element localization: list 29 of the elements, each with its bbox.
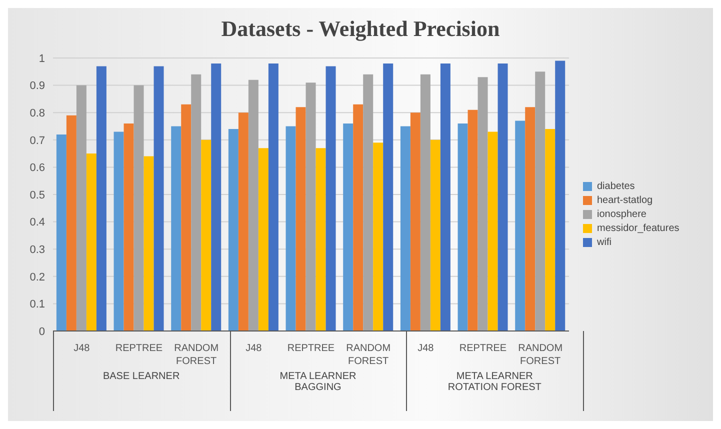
y-tick-label: 0.3 xyxy=(30,244,45,256)
text: META LEARNER BAGGING xyxy=(278,371,358,393)
x-tick-label: J48 xyxy=(246,343,262,354)
y-tick-label: 1 xyxy=(38,52,45,65)
y-tick-label: 0.1 xyxy=(30,298,45,311)
x-tick-label: REPTREE xyxy=(115,343,163,354)
legend-label: diabetes xyxy=(597,181,635,192)
y-tick-label: 0 xyxy=(38,326,45,338)
x-tick-label: REPTREE xyxy=(287,343,335,354)
y-tick-label: 0.9 xyxy=(30,80,45,92)
x-tick-label: RANDOM FOREST xyxy=(518,343,563,367)
x-tick-label: RANDOM FOREST xyxy=(174,343,219,367)
x-tick-label: J48 xyxy=(418,343,434,354)
y-tick-label: 0.7 xyxy=(30,134,45,147)
y-tick-label: 0.8 xyxy=(30,108,45,120)
chart-title: Datasets - Weighted Precision xyxy=(220,16,501,42)
y-tick-label: 0.5 xyxy=(30,189,45,202)
y-tick-label: 0.4 xyxy=(30,216,45,229)
y-tick-label: 0.6 xyxy=(30,162,45,174)
legend-label: ionosphere xyxy=(597,209,646,220)
legend-label: heart-statlog xyxy=(597,195,653,206)
text: META LEARNER ROTATION FOREST xyxy=(446,371,542,393)
x-tick-label: J48 xyxy=(74,343,90,354)
y-tick-label: 0.2 xyxy=(30,271,45,284)
legend-label: messidor_features xyxy=(597,223,680,234)
x-tick-label: REPTREE xyxy=(459,343,507,354)
legend-label: wifi xyxy=(597,237,612,248)
x-tick-label: RANDOM FOREST xyxy=(346,343,391,367)
text: BASE LEARNER xyxy=(102,371,181,382)
